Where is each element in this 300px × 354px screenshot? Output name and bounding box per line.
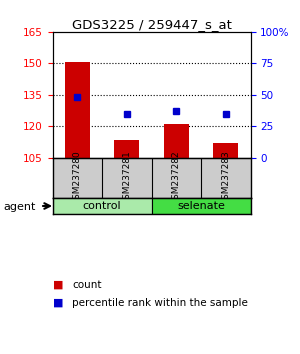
Bar [213,143,238,158]
Text: GSM237280: GSM237280 [73,150,82,205]
Text: agent: agent [3,202,35,212]
Bar [65,62,90,158]
Bar [52,198,152,214]
Text: ■: ■ [52,298,63,308]
Text: GSM237281: GSM237281 [122,150,131,205]
Text: GSM237282: GSM237282 [172,150,181,205]
Text: selenate: selenate [177,201,225,211]
Text: percentile rank within the sample: percentile rank within the sample [72,298,248,308]
Bar [152,198,250,214]
Text: count: count [72,280,101,290]
Text: control: control [83,201,121,211]
Text: ■: ■ [52,280,63,290]
Bar [114,140,139,158]
Bar [164,124,189,158]
Text: GSM237283: GSM237283 [221,150,230,205]
Title: GDS3225 / 259447_s_at: GDS3225 / 259447_s_at [72,18,231,31]
